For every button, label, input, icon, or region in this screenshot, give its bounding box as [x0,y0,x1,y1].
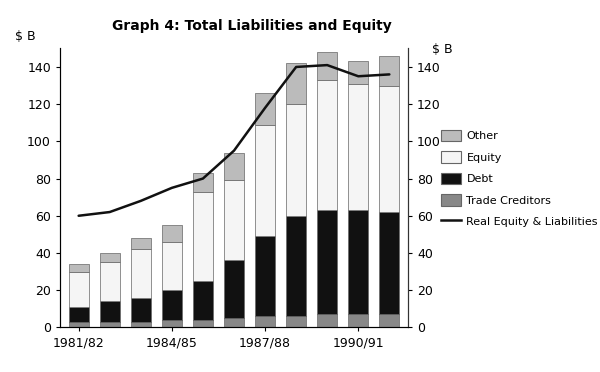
Bar [255,316,275,327]
Bar [131,238,151,249]
Y-axis label: $ B: $ B [15,30,35,43]
Bar [255,93,275,125]
Bar [317,314,337,327]
Bar [100,301,120,322]
Bar [162,242,182,290]
Bar [68,264,89,272]
Bar [317,210,337,314]
Bar [224,260,244,318]
Bar [348,210,368,314]
Bar [162,320,182,327]
Bar [286,63,306,104]
Bar [100,253,120,262]
Bar [100,262,120,301]
Bar [162,290,182,320]
Bar [317,80,337,210]
Bar [348,314,368,327]
Bar [317,52,337,80]
Bar [68,322,89,327]
Bar [131,322,151,327]
Bar [224,318,244,327]
Bar [379,212,400,314]
Bar [255,236,275,316]
Bar [193,320,213,327]
Bar [286,316,306,327]
Bar [193,192,213,281]
Bar [379,56,400,86]
Bar [224,180,244,260]
Bar [348,84,368,210]
Bar [286,104,306,216]
Bar [348,61,368,84]
Bar [131,249,151,298]
Bar [131,298,151,322]
Bar [193,173,213,192]
Bar [162,225,182,242]
Bar [286,216,306,316]
Bar [379,314,400,327]
Bar [255,125,275,236]
Bar [193,281,213,320]
Legend: Other, Equity, Debt, Trade Creditors, Real Equity & Liabilities: Other, Equity, Debt, Trade Creditors, Re… [437,126,600,231]
Text: Graph 4: Total Liabilities and Equity: Graph 4: Total Liabilities and Equity [112,19,392,33]
Bar [100,322,120,327]
Bar [224,153,244,180]
Bar [68,272,89,307]
Bar [379,86,400,212]
Bar [68,307,89,322]
Y-axis label: $ B: $ B [433,43,453,56]
